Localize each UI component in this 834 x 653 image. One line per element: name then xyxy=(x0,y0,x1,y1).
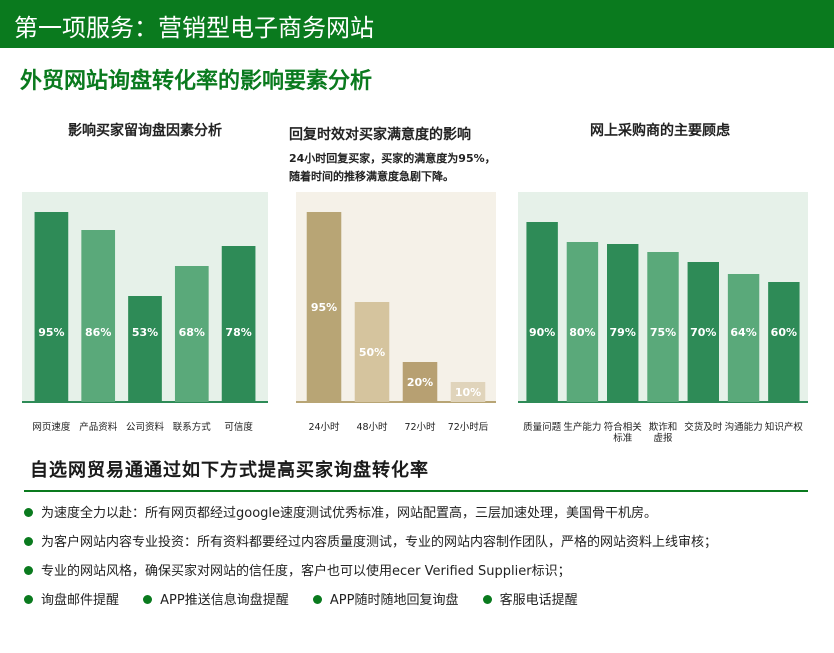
chart-2-bar xyxy=(306,212,342,402)
bullet-text: APP随时随地回复询盘 xyxy=(329,593,459,608)
chart-3-category-label: 交货及时 xyxy=(684,421,723,433)
chart-2-bar xyxy=(354,302,390,402)
chart-2-bar xyxy=(402,362,438,402)
bullet-text: 询盘邮件提醒 xyxy=(41,593,120,608)
chart-2-category-label: 48小时 xyxy=(356,421,388,433)
chart-3-data-label: 64% xyxy=(730,326,756,339)
chart-3-bar xyxy=(687,262,719,402)
bullet-text: 客服电话提醒 xyxy=(499,593,578,608)
chart-3-category-label: 沟通能力 xyxy=(725,421,763,433)
chart-1-bar xyxy=(221,246,256,402)
chart-1-category-label: 联系方式 xyxy=(173,421,212,433)
chart-2-bar xyxy=(450,382,486,402)
chart-3-data-label: 60% xyxy=(771,326,797,339)
bullet-dot-icon xyxy=(24,537,33,546)
page-subtitle: 外贸网站询盘转化率的影响要素分析 xyxy=(20,69,373,94)
chart-1-bar xyxy=(34,212,69,402)
bullet-dot-icon xyxy=(24,566,33,575)
bullet-dot-icon xyxy=(482,595,492,604)
chart-3-bar xyxy=(526,222,558,402)
chart-3-bar xyxy=(647,252,679,402)
header-bar: 第一项服务：营销型电子商务网站 xyxy=(0,0,834,48)
chart-2-category-label: 72小时后 xyxy=(448,421,489,433)
chart-1-bar xyxy=(128,296,162,402)
chart-2-category-label: 72小时 xyxy=(404,421,436,433)
bullet-dot-icon xyxy=(312,595,322,604)
chart-3-category-label: 生产能力 xyxy=(563,421,601,433)
chart-2-annotation: 24小时回复买家，买家的满意度为95%， 随着时间的推移满意度急剧下降。 xyxy=(289,150,496,186)
chart-2-data-label: 10% xyxy=(455,386,481,399)
chart-3-category-label: 符合相关 xyxy=(604,421,643,433)
section-title: 自选网贸易通通过如下方式提高买家询盘转化率 xyxy=(30,460,429,481)
bullet-dot-icon xyxy=(143,595,153,604)
bullet-row: 专业的网站风格，确保买家对网站的信任度，客户也可以使用ecer Verified… xyxy=(24,560,824,589)
chart-2-annotation-line-2: 随着时间的推移满意度急剧下降。 xyxy=(289,170,454,183)
chart-1-data-label: 86% xyxy=(85,326,111,339)
chart-2-annotation-line-1: 24小时回复买家，买家的满意度为95%， xyxy=(289,152,496,165)
chart-1-bar xyxy=(81,230,116,402)
bullet-text: 为速度全力以赴：所有网页都经过google速度测试优秀标准，网站配置高，三层加速… xyxy=(41,506,658,521)
chart-3-data-label: 80% xyxy=(569,326,595,339)
chart-3-category-label: 知识产权 xyxy=(765,421,804,433)
chart-3-data-label: 79% xyxy=(610,326,636,339)
bullet-row: 询盘邮件提醒 APP推送信息询盘提醒 APP随时随地回复询盘 客服电话提醒 xyxy=(24,589,824,618)
bullet-list: 为速度全力以赴：所有网页都经过google速度测试优秀标准，网站配置高，三层加速… xyxy=(24,502,824,618)
chart-2-data-label: 20% xyxy=(407,376,433,389)
chart-2-title: 回复时效对买家满意度的影响 xyxy=(289,127,471,143)
section-divider xyxy=(24,490,808,492)
chart-1-category-label: 可信度 xyxy=(224,421,253,433)
chart-3-title: 网上采购商的主要顾虑 xyxy=(590,123,730,139)
chart-3-category-label: 欺诈和 xyxy=(649,421,678,433)
chart-1-category-label: 产品资料 xyxy=(79,421,118,433)
chart-3-bar xyxy=(566,242,599,402)
bullet-text: 专业的网站风格，确保买家对网站的信任度，客户也可以使用ecer Verified… xyxy=(41,564,571,579)
chart-2: 95% 24小时 50% 48小时 20% 72小时 10% 72小时后 xyxy=(296,192,496,433)
chart-3-bar xyxy=(607,244,639,402)
chart-3-category-label: 质量问题 xyxy=(523,421,562,433)
bullet-row: 为速度全力以赴：所有网页都经过google速度测试优秀标准，网站配置高，三层加速… xyxy=(24,502,824,531)
bullet-dot-icon xyxy=(24,595,33,604)
bullet-text: APP推送信息询盘提醒 xyxy=(160,593,289,608)
chart-1-category-label: 网页速度 xyxy=(32,421,71,433)
bullet-text: 为客户网站内容专业投资：所有资料都要经过内容质量度测试，专业的网站内容制作团队，… xyxy=(41,535,718,550)
chart-1-category-label: 公司资料 xyxy=(126,421,165,433)
chart-1-data-label: 95% xyxy=(38,326,64,339)
chart-3-data-label: 70% xyxy=(690,326,716,339)
chart-2-category-label: 24小时 xyxy=(308,421,340,433)
chart-2-data-label: 95% xyxy=(311,301,337,314)
chart-1-data-label: 53% xyxy=(132,326,158,339)
chart-1-data-label: 78% xyxy=(225,326,251,339)
bullet-row: 为客户网站内容专业投资：所有资料都要经过内容质量度测试，专业的网站内容制作团队，… xyxy=(24,531,824,560)
chart-1-data-label: 68% xyxy=(179,326,205,339)
bullet-dot-icon xyxy=(24,508,33,517)
chart-2-data-label: 50% xyxy=(359,346,385,359)
chart-3-data-label: 75% xyxy=(650,326,676,339)
chart-3-bar xyxy=(768,282,800,402)
chart-3-data-label: 90% xyxy=(529,326,555,339)
chart-3-bar xyxy=(727,274,760,402)
chart-3-category-label: 虚报 xyxy=(653,432,673,444)
chart-1: 95% 网页速度 86% 产品资料 53% 公司资料 68% 联系方式 78% 可信度 xyxy=(22,192,268,433)
chart-1-bar xyxy=(174,266,209,402)
chart-1-title: 影响买家留询盘因素分析 xyxy=(68,123,222,139)
header-title: 第一项服务：营销型电子商务网站 xyxy=(14,14,374,42)
chart-3-category-label: 标准 xyxy=(613,432,633,444)
